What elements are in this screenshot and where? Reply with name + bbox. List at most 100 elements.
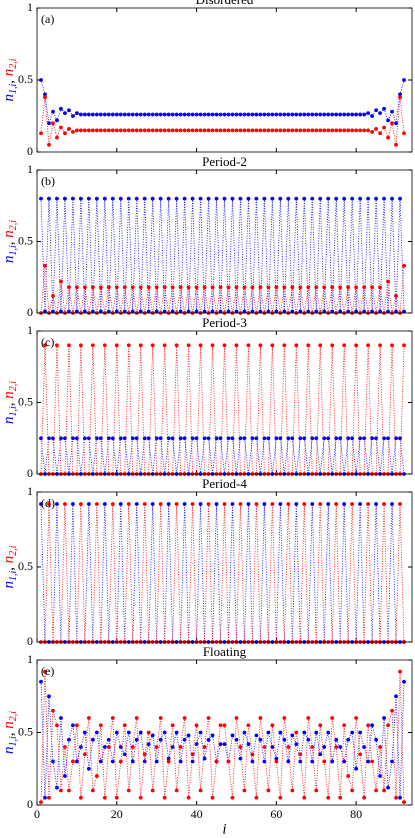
y-axis-label: n1,i​, n2,i​ [1, 58, 19, 101]
data-point [214, 759, 219, 764]
y-label-symbol: n [1, 556, 17, 564]
data-point [106, 112, 111, 117]
data-point [51, 759, 55, 764]
data-point [270, 502, 275, 506]
data-point [170, 436, 175, 441]
data-point [390, 121, 394, 126]
data-point [266, 309, 271, 314]
data-point [67, 108, 71, 113]
data-point [222, 723, 227, 728]
data-point [230, 436, 235, 441]
data-point [366, 111, 371, 116]
data-point [402, 131, 406, 136]
data-point [150, 733, 155, 738]
data-point [138, 285, 143, 290]
data-point [106, 309, 111, 314]
data-point [67, 788, 71, 793]
data-point [218, 742, 223, 746]
data-point [94, 196, 99, 201]
data-point [214, 436, 219, 441]
data-point [314, 285, 319, 290]
data-point [346, 774, 351, 778]
data-point [286, 112, 291, 117]
data-point [250, 759, 255, 764]
data-point [146, 309, 151, 314]
data-point [262, 128, 267, 133]
data-point [386, 723, 390, 728]
data-point [55, 502, 59, 506]
y-axis-label: n1,i​, n2,i​ [1, 545, 19, 588]
y-tick-label: 1 [27, 0, 33, 14]
series-line [40, 79, 405, 124]
data-point [110, 716, 115, 720]
data-point [338, 745, 343, 749]
data-point [306, 285, 311, 290]
data-point [162, 128, 167, 133]
data-point [202, 745, 207, 749]
data-point [218, 112, 223, 117]
data-point [366, 759, 371, 764]
data-point [354, 128, 359, 133]
data-point [258, 343, 263, 348]
data-point [126, 128, 131, 133]
data-point [47, 196, 51, 201]
data-point [98, 723, 103, 728]
series-line [40, 97, 405, 145]
data-point [114, 730, 119, 735]
data-point [154, 112, 159, 117]
data-point [326, 502, 331, 506]
data-point [150, 128, 155, 133]
data-point [238, 196, 243, 201]
data-point [290, 112, 295, 117]
data-point [55, 196, 59, 201]
data-point [230, 196, 235, 201]
data-point [230, 112, 235, 117]
data-point [206, 128, 211, 133]
data-point [270, 343, 275, 348]
data-point [82, 752, 87, 757]
data-point [178, 285, 183, 290]
data-point [338, 285, 343, 290]
data-point [298, 436, 303, 441]
data-point [314, 788, 319, 793]
data-point [354, 112, 359, 117]
y-tick-label: 0.5 [18, 72, 33, 86]
data-point [258, 309, 263, 314]
data-point [114, 309, 119, 314]
data-point [242, 788, 247, 793]
data-point [186, 285, 191, 290]
data-point [302, 196, 307, 201]
data-point [198, 788, 203, 793]
y-label-symbol: , [1, 729, 17, 737]
data-point [378, 745, 382, 749]
data-point [90, 285, 95, 290]
data-point [67, 309, 71, 314]
data-point [170, 285, 175, 290]
data-point [110, 502, 115, 506]
y-tick-label: 0.5 [18, 394, 33, 408]
data-point [39, 502, 43, 506]
data-point [394, 309, 398, 314]
data-point [154, 759, 159, 764]
data-point [110, 759, 115, 764]
data-point [338, 128, 343, 133]
data-point [122, 723, 127, 728]
data-point [78, 745, 83, 749]
y-label-symbol: , [1, 563, 17, 571]
data-point [226, 309, 231, 314]
x-axis-label: i [222, 821, 226, 837]
data-point [206, 716, 211, 720]
data-point [282, 343, 287, 348]
data-point [158, 128, 163, 133]
data-point [122, 285, 127, 290]
data-point [346, 309, 351, 314]
data-point [130, 759, 135, 764]
y-label-symbol: n [1, 256, 17, 264]
data-point [382, 106, 386, 111]
panel-label: (e) [41, 664, 54, 678]
data-point [270, 196, 275, 201]
data-point [218, 285, 223, 290]
data-point [174, 788, 179, 793]
data-point [146, 128, 151, 133]
data-point [86, 112, 91, 117]
